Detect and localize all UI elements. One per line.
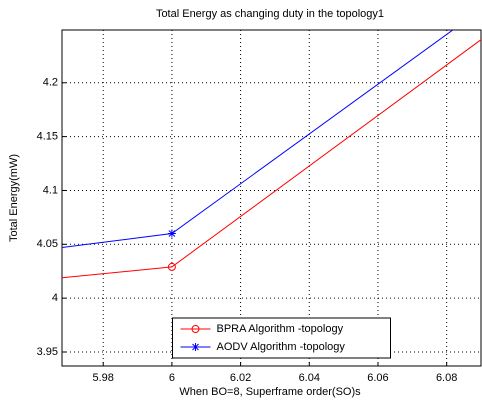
legend-label: AODV Algorithm -topology: [217, 341, 346, 353]
x-tick-label: 5.98: [93, 372, 114, 384]
x-axis-label: When BO=8, Superframe order(SO)s: [179, 386, 361, 398]
marker: [167, 229, 176, 238]
x-tick-label: 6: [169, 372, 175, 384]
series-line: [62, 39, 482, 279]
plot-lines: [62, 30, 482, 279]
legend-box: [172, 317, 391, 359]
y-tick-label: 4.05: [37, 238, 58, 250]
x-tick-label: 6.08: [436, 372, 457, 384]
y-tick-label: 4: [52, 292, 58, 304]
chart-title: Total Energy as changing duty in the top…: [156, 8, 384, 20]
legend-marker: [191, 325, 200, 333]
y-axis-label: Total Energy(mW): [8, 154, 20, 242]
marker: [167, 262, 176, 271]
x-tick-label: 6.04: [299, 372, 320, 384]
y-tick-label: 3.95: [37, 346, 58, 358]
legend-label: BPRA Algorithm -topology: [217, 323, 344, 335]
x-tick-label: 6.06: [367, 372, 388, 384]
legend-marker: [191, 343, 200, 351]
x-tick-label: 6.02: [230, 372, 251, 384]
plot-area: [61, 29, 482, 367]
y-tick-label: 4.1: [43, 184, 58, 196]
y-tick-label: 4.15: [37, 131, 58, 143]
y-tick-label: 4.2: [43, 77, 58, 89]
